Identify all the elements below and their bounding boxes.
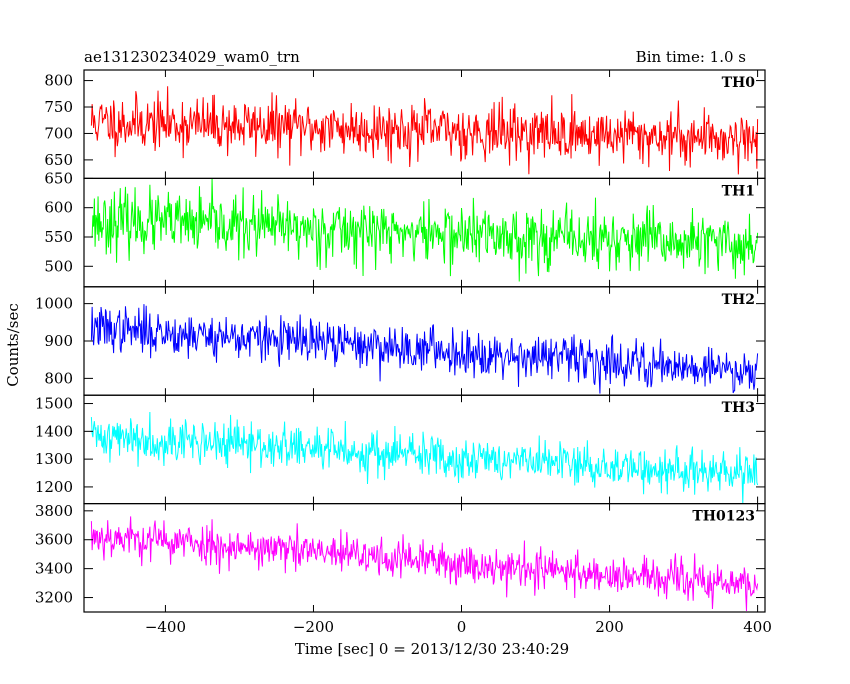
y-tick-label: 700 [44,124,73,142]
y-tick-label: 1400 [35,422,73,440]
x-axis-label: Time [sec] 0 = 2013/12/30 23:40:29 [295,640,569,658]
y-tick-label: 800 [44,369,73,387]
series-line-th0123 [90,516,759,611]
panels-group: 650 700 750 800 TH0 500 550 600 650 TH1 800 900 1000… [35,69,772,636]
y-tick-label: 3200 [35,589,73,607]
panel-th1: 500 550 600 650 TH1 [44,169,766,288]
panel-label: TH0123 [692,509,755,525]
panel-th0: 650 700 750 800 TH0 [44,69,766,180]
y-tick-label: 500 [44,257,73,275]
y-tick-label: 650 [44,151,73,169]
y-tick-label: 1200 [35,478,73,496]
panel-label: TH1 [722,183,755,199]
chart-title: ae131230234029_wam0_trn [84,48,300,66]
x-tick-label: 400 [743,618,772,636]
y-tick-label: 3800 [35,502,73,520]
x-tick-label: −400 [145,618,186,636]
y-tick-label: 3600 [35,531,73,549]
panel-label: TH2 [722,292,755,308]
x-tick-label: −200 [293,618,334,636]
panel-label: TH3 [722,400,755,416]
panel-th3: 1200 1300 1400 1500 TH3 [35,395,766,505]
y-tick-label: 750 [44,98,73,116]
y-tick-label: 3400 [35,560,73,578]
y-tick-label: 1300 [35,450,73,468]
y-axis-label: Counts/sec [4,303,22,387]
panel-label: TH0 [722,75,756,91]
bin-time-label: Bin time: 1.0 s [636,48,746,66]
series-line-th0 [90,86,759,175]
x-tick-label: 0 [457,618,467,636]
y-tick-label: 650 [44,169,73,187]
panel-th2: 800 900 1000 TH2 [35,286,766,396]
y-tick-label: 1000 [35,295,73,313]
y-tick-label: 800 [44,72,73,90]
x-tick-label: 200 [595,618,624,636]
y-tick-label: 550 [44,228,73,246]
series-line-th3 [90,412,759,504]
panel-th0123: 3200 3400 3600 3800 TH0123 [35,502,766,613]
series-line-th2 [90,304,759,394]
y-tick-label: 1500 [35,395,73,413]
panel-frame [83,503,766,613]
y-tick-label: 900 [44,332,73,350]
series-line-th1 [91,178,759,282]
y-tick-label: 600 [44,199,73,217]
